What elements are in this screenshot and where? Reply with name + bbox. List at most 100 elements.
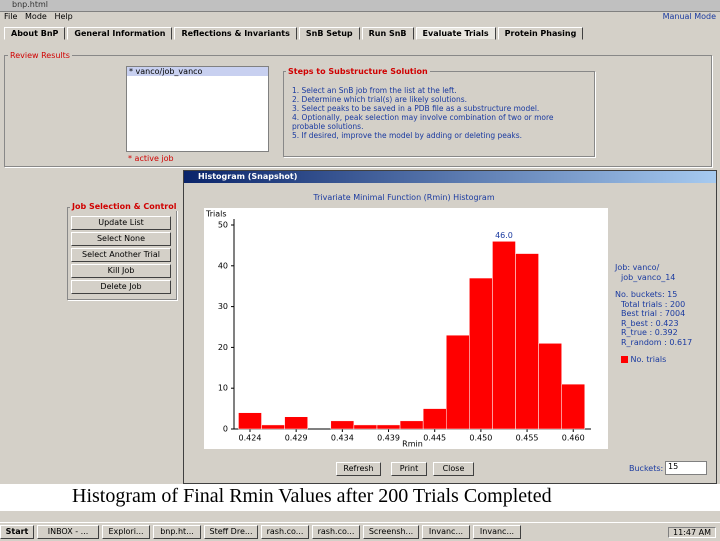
y-tick-label: 30	[218, 302, 228, 311]
x-tick-label: 0.445	[423, 434, 446, 443]
menu-item[interactable]: Mode	[25, 12, 47, 21]
step: 1. Select an SnB job from the list at th…	[292, 86, 457, 95]
histogram-title-bar: Histogram (Snapshot)	[184, 171, 716, 183]
x-tick-label: 0.434	[331, 434, 354, 443]
menu-item[interactable]: Help	[54, 12, 73, 21]
steps-box: 1. Select an SnB job from the list at th…	[283, 71, 595, 157]
plot-panel: Trials Rmin 0 10 20 30 40 50 0.424 0.429 0.434 0.43…	[204, 208, 608, 449]
clock: 11:47 AM	[668, 526, 716, 538]
value-label: 46.0	[495, 231, 513, 240]
button[interactable]: Select None	[71, 232, 171, 246]
y-tick-label: 50	[218, 221, 228, 230]
step: 2. Determine which trial(s) are likely s…	[292, 95, 468, 104]
info-line: job_vanco_14	[621, 272, 676, 282]
start-button[interactable]: Start	[0, 525, 34, 539]
info-panel: Job: vanco/ job_vanco_14 No. buckets: 15…	[615, 263, 692, 365]
caption: Histogram of Final Rmin Values after 200…	[72, 485, 552, 507]
x-tick-label: 0.460	[562, 434, 585, 443]
info-line: R_random : 0.617	[621, 337, 693, 347]
bar	[353, 424, 378, 430]
review-label: Review Results	[8, 51, 72, 60]
steps-list: 1. Select an SnB job from the list at th…	[292, 86, 582, 140]
task-item[interactable]: bnp.ht...	[153, 525, 201, 539]
bar	[330, 420, 355, 430]
legend-label: No. trials	[630, 355, 667, 364]
title-bar: bnp.html	[0, 0, 720, 12]
y-tick-label: 0	[223, 425, 228, 434]
task-item[interactable]: INBOX - ...	[37, 525, 99, 539]
task-item[interactable]: rash.co...	[312, 525, 360, 539]
bar	[284, 416, 308, 430]
bar	[538, 343, 562, 430]
caption-strip	[0, 484, 720, 511]
legend-swatch	[621, 356, 628, 363]
legend: No. trials	[621, 355, 692, 365]
button[interactable]: Close	[433, 462, 474, 476]
window-title: bnp.html	[12, 0, 48, 9]
tab-selected[interactable]: Evaluate Trials	[415, 27, 496, 40]
tab[interactable]: Reflections & Invariants	[174, 27, 297, 40]
y-tick-label: 40	[218, 261, 228, 270]
y-tick-label: 20	[218, 343, 228, 352]
histogram-window-title: Histogram (Snapshot)	[198, 172, 298, 181]
task-item[interactable]: Invanc...	[473, 525, 521, 539]
button[interactable]: Kill Job	[71, 264, 171, 278]
review-panel	[4, 55, 712, 167]
x-tick-label: 0.450	[469, 434, 492, 443]
button[interactable]: Update List	[71, 216, 171, 230]
step: 5. If desired, improve the model by addi…	[292, 131, 523, 140]
tab[interactable]: Protein Phasing	[497, 27, 584, 40]
task-item[interactable]: Invanc...	[422, 525, 470, 539]
buckets-input[interactable]: 15	[665, 461, 707, 475]
steps-title: Steps to Substructure Solution	[286, 67, 430, 76]
button[interactable]: Delete Job	[71, 280, 171, 294]
task-item[interactable]: Steff Dre...	[204, 525, 258, 539]
active-note: * active job	[128, 154, 174, 163]
job-list[interactable]: * vanco/job_vanco	[126, 66, 269, 152]
info-line: No. buckets: 15	[615, 290, 678, 299]
y-tick-label: 10	[218, 384, 228, 393]
step: 4. Optionally, peak selection may involv…	[292, 113, 554, 131]
y-axis-label: Trials	[205, 210, 227, 219]
button[interactable]: Select Another Trial	[71, 248, 171, 262]
tab[interactable]: SnB Setup	[298, 27, 360, 40]
chart-title: Trivariate Minimal Function (Rmin) Histo…	[313, 193, 495, 202]
histogram-window: Histogram (Snapshot) Trivariate Minimal …	[183, 170, 717, 484]
bar	[422, 408, 447, 430]
info-line: R_true : 0.392	[621, 328, 678, 337]
info-line: R_best : 0.423	[621, 318, 679, 328]
bar	[492, 241, 516, 430]
menu: File Mode Help	[4, 12, 73, 21]
chart: Trials Rmin 0 10 20 30 40 50 0.424 0.429 0.434 0.43…	[205, 210, 591, 449]
tab[interactable]: About BnP	[4, 27, 66, 40]
job-control-title: Job Selection & Control	[70, 202, 179, 211]
bar	[238, 412, 262, 430]
tab[interactable]: General Information	[67, 27, 173, 40]
info-line: Total trials : 200	[621, 299, 686, 309]
taskbar: Start INBOX - ... Explori... bnp.ht... S…	[0, 522, 720, 541]
tab[interactable]: Run SnB	[361, 27, 414, 40]
mode-label: Manual Mode	[662, 12, 716, 21]
menu-item[interactable]: File	[4, 12, 18, 21]
task-item[interactable]: Explori...	[102, 525, 150, 539]
task-item[interactable]: Screensh...	[363, 525, 419, 539]
bar	[515, 253, 539, 430]
x-axis-label: Rmin	[402, 440, 423, 449]
bar	[445, 334, 470, 430]
bar	[376, 424, 401, 430]
buckets-label: Buckets:	[629, 464, 664, 473]
info-line: Job: vanco/	[615, 263, 660, 272]
info-line: Best trial : 7004	[621, 309, 686, 318]
bar	[261, 424, 285, 430]
job-item[interactable]: * vanco/job_vanco	[127, 67, 268, 76]
bar	[469, 277, 493, 430]
button[interactable]: Print	[391, 462, 427, 476]
step: 3. Select peaks to be saved in a PDB fil…	[292, 104, 540, 113]
button[interactable]: Refresh	[336, 462, 381, 476]
tabs: About BnP General Information Reflections …	[4, 27, 585, 40]
x-tick-label: 0.424	[239, 434, 262, 443]
x-tick-label: 0.455	[516, 434, 539, 443]
task-item[interactable]: rash.co...	[261, 525, 309, 539]
bar	[561, 383, 586, 430]
